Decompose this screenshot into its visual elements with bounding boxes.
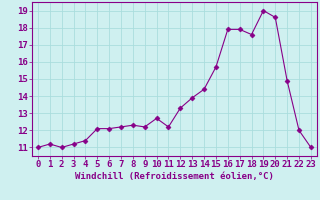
X-axis label: Windchill (Refroidissement éolien,°C): Windchill (Refroidissement éolien,°C) <box>75 172 274 181</box>
